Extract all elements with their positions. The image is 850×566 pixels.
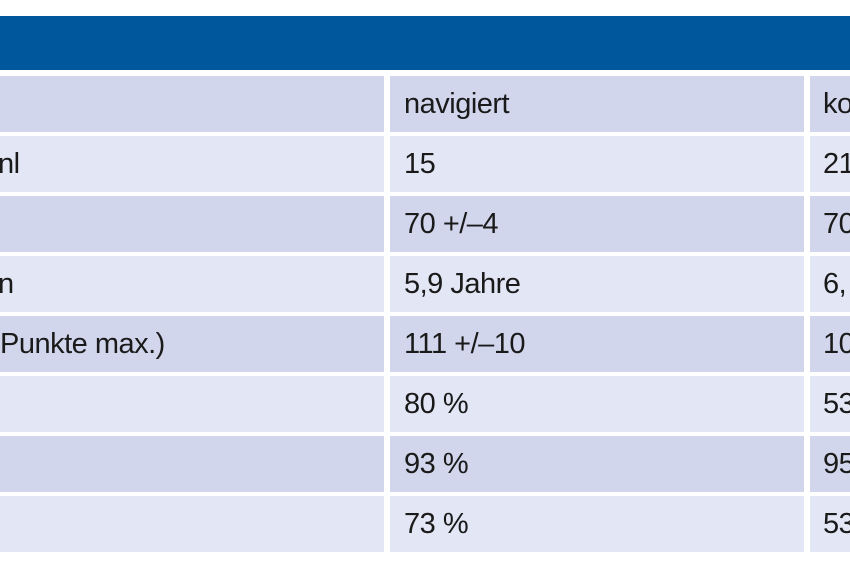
table-header-row: navigiert ko <box>0 76 850 132</box>
konventionell-cell: 6, <box>810 256 850 312</box>
data-table: navigiert ko nl 15 21 70 +/–4 70 n 5,9 J… <box>0 76 850 556</box>
row-label-cell: Punkte max.) <box>0 316 384 372</box>
row-label-cell <box>0 376 384 432</box>
table-row: 73 % 53 <box>0 496 850 552</box>
navigiert-cell: 15 <box>390 136 804 192</box>
navigiert-cell: 93 % <box>390 436 804 492</box>
table-row: 93 % 95 <box>0 436 850 492</box>
row-label-cell: n <box>0 256 384 312</box>
navigiert-cell: 80 % <box>390 376 804 432</box>
header-cell-navigiert: navigiert <box>390 76 804 132</box>
table-row: n 5,9 Jahre 6, <box>0 256 850 312</box>
konventionell-cell: 70 <box>810 196 850 252</box>
navigiert-cell: 70 +/–4 <box>390 196 804 252</box>
konventionell-cell: 53 <box>810 376 850 432</box>
konventionell-cell: 53 <box>810 496 850 552</box>
header-cell-label <box>0 76 384 132</box>
navigiert-cell: 111 +/–10 <box>390 316 804 372</box>
table-row: 80 % 53 <box>0 376 850 432</box>
konventionell-cell: 10 <box>810 316 850 372</box>
table-title-bar <box>0 16 850 70</box>
row-label-cell <box>0 436 384 492</box>
row-label-cell: nl <box>0 136 384 192</box>
konventionell-cell: 21 <box>810 136 850 192</box>
row-label-cell <box>0 196 384 252</box>
table-row: nl 15 21 <box>0 136 850 192</box>
table-row: 70 +/–4 70 <box>0 196 850 252</box>
navigiert-cell: 73 % <box>390 496 804 552</box>
header-cell-konventionell: ko <box>810 76 850 132</box>
table-row: Punkte max.) 111 +/–10 10 <box>0 316 850 372</box>
navigiert-cell: 5,9 Jahre <box>390 256 804 312</box>
konventionell-cell: 95 <box>810 436 850 492</box>
row-label-cell <box>0 496 384 552</box>
